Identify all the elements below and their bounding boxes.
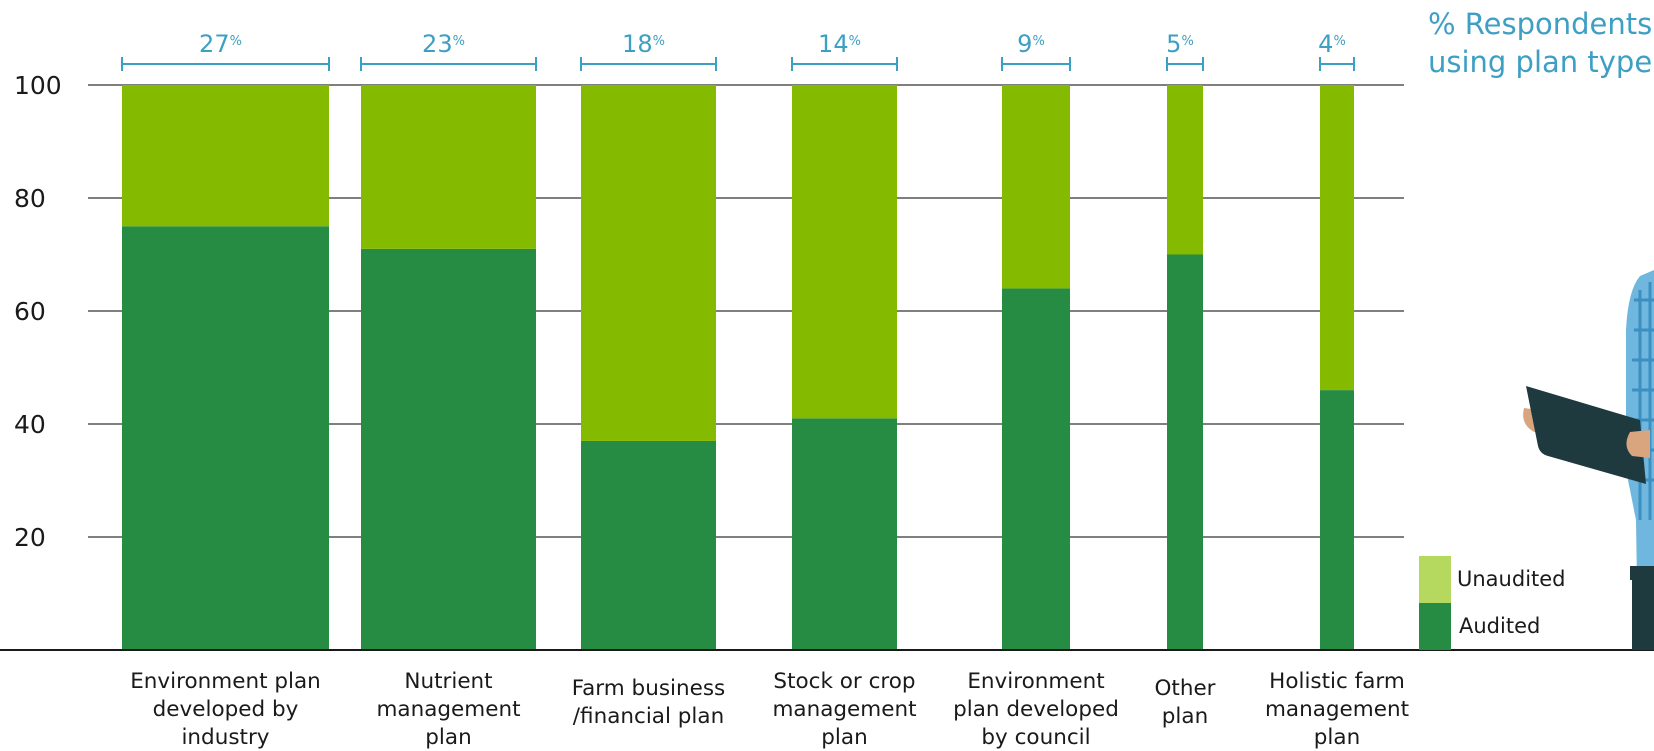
bar-unaudited-1 bbox=[122, 85, 329, 227]
tablet-icon bbox=[1526, 386, 1646, 484]
category-label-line: Stock or crop bbox=[773, 669, 915, 694]
bar-audited-1 bbox=[122, 226, 329, 650]
bar-audited-5 bbox=[1002, 288, 1070, 650]
chart-title: % Respondents using plan type bbox=[1428, 7, 1652, 79]
pct-label-7: 4% bbox=[1318, 30, 1346, 58]
bar-unaudited-6 bbox=[1167, 85, 1203, 255]
category-label-line: Other bbox=[1154, 676, 1215, 701]
pct-sign: % bbox=[453, 34, 465, 49]
pct-label-2: 23% bbox=[422, 30, 465, 58]
bar-audited-4 bbox=[792, 418, 897, 650]
category-label-5: Environment plan developed by council bbox=[953, 669, 1119, 750]
bar-audited-3 bbox=[581, 440, 716, 650]
pct-sign: % bbox=[1032, 34, 1044, 49]
category-label-line: Environment bbox=[967, 669, 1104, 694]
pct-label-6: 5% bbox=[1166, 30, 1194, 58]
category-label-line: management bbox=[772, 697, 916, 722]
category-label-line: management bbox=[376, 697, 520, 722]
bar-unaudited-2 bbox=[361, 85, 536, 249]
y-tick-label-20: 20 bbox=[14, 523, 46, 552]
illustration-farmer bbox=[1523, 270, 1654, 650]
category-label-line: by council bbox=[981, 725, 1090, 750]
farmer-trousers bbox=[1632, 580, 1654, 650]
y-tick-label-40: 40 bbox=[14, 410, 46, 439]
title-line-2: using plan type bbox=[1428, 45, 1652, 79]
category-label-2: Nutrient management plan bbox=[376, 669, 520, 750]
category-label-line: Holistic farm bbox=[1269, 669, 1405, 694]
category-label-line: plan developed bbox=[953, 697, 1119, 722]
category-label-line: plan bbox=[1314, 725, 1360, 750]
category-label-line: plan bbox=[1162, 704, 1208, 729]
category-label-3: Farm business/financial plan bbox=[572, 676, 726, 729]
legend: Unaudited Audited bbox=[1419, 556, 1566, 650]
category-label-line: management bbox=[1265, 697, 1409, 722]
category-label-line: Farm business bbox=[572, 676, 726, 701]
y-tick-label-60: 60 bbox=[14, 297, 46, 326]
y-tick-label-80: 80 bbox=[14, 184, 46, 213]
respondent-pct-brackets: 27% 23% 18% 14% 9% 5% 4% bbox=[121, 30, 1355, 71]
pct-sign: % bbox=[230, 34, 242, 49]
category-label-line: plan bbox=[425, 725, 471, 750]
legend-label-unaudited: Unaudited bbox=[1457, 567, 1566, 591]
category-label-4: Stock or crop management plan bbox=[772, 669, 916, 750]
bars bbox=[122, 85, 1354, 650]
bar-unaudited-4 bbox=[792, 85, 897, 419]
bar-unaudited-5 bbox=[1002, 85, 1070, 289]
bar-audited-6 bbox=[1167, 254, 1203, 650]
category-labels: Environment plan developed by industry Nutr… bbox=[130, 669, 1409, 750]
category-label-line: industry bbox=[181, 725, 269, 750]
pct-sign: % bbox=[1181, 34, 1193, 49]
pct-label-5: 9% bbox=[1017, 30, 1045, 58]
category-label-6: Other plan bbox=[1154, 676, 1215, 729]
pct-sign: % bbox=[1333, 34, 1345, 49]
category-label-line: Environment plan bbox=[130, 669, 321, 694]
y-tick-label-100: 100 bbox=[14, 71, 62, 100]
bar-unaudited-3 bbox=[581, 85, 716, 441]
legend-swatch-audited bbox=[1419, 603, 1451, 650]
legend-label-audited: Audited bbox=[1459, 614, 1540, 638]
y-axis-ticks: 20 40 60 80 100 bbox=[14, 71, 62, 552]
pct-label-1: 27% bbox=[199, 30, 242, 58]
category-label-line: plan bbox=[821, 725, 867, 750]
farmer-hand-right bbox=[1626, 430, 1650, 458]
category-label-7: Holistic farm management plan bbox=[1265, 669, 1409, 750]
category-label-1: Environment plan developed by industry bbox=[130, 669, 321, 750]
pct-label-3: 18% bbox=[622, 30, 665, 58]
pct-label-4: 14% bbox=[818, 30, 861, 58]
title-line-1: % Respondents bbox=[1428, 7, 1652, 41]
category-label-line: developed by bbox=[153, 697, 299, 722]
category-label-line: Nutrient bbox=[404, 669, 492, 694]
category-label-line: /financial plan bbox=[573, 704, 724, 729]
bar-unaudited-7 bbox=[1320, 85, 1354, 391]
bar-audited-7 bbox=[1320, 390, 1354, 650]
bar-audited-2 bbox=[361, 248, 536, 650]
legend-swatch-unaudited bbox=[1419, 556, 1451, 603]
farmer-belt bbox=[1630, 566, 1654, 580]
pct-sign: % bbox=[653, 34, 665, 49]
pct-sign: % bbox=[849, 34, 861, 49]
